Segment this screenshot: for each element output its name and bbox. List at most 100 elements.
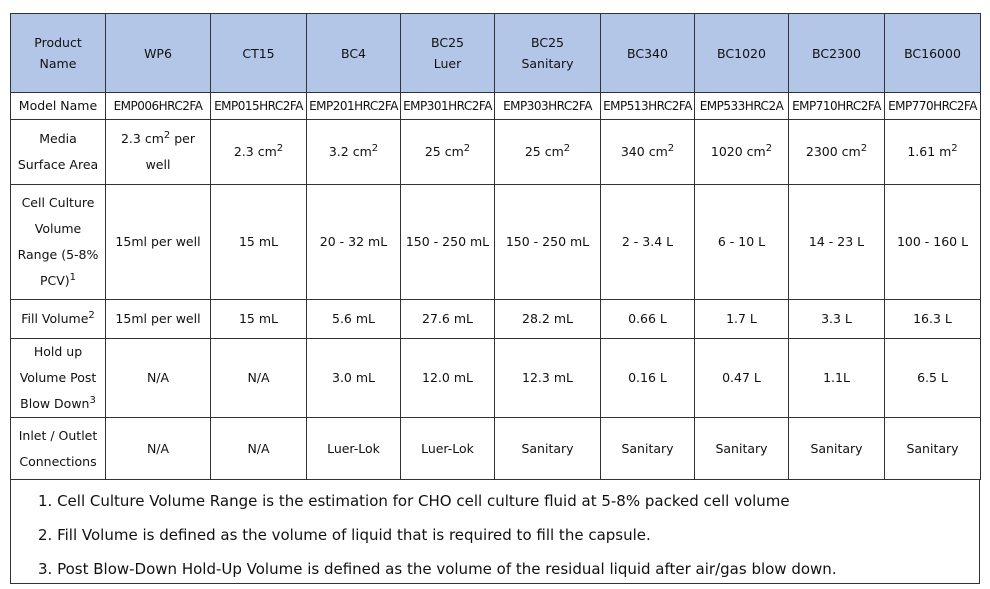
table-cell: Sanitary xyxy=(884,417,981,480)
footnote: 1. Cell Culture Volume Range is the esti… xyxy=(38,492,790,510)
wrap: BC1020 xyxy=(712,43,772,64)
table-cell: 6 - 10 L xyxy=(694,184,789,300)
cell-text: per well xyxy=(145,131,196,172)
header-cell: BC25 Luer xyxy=(400,13,495,93)
table-cell: 1.1L xyxy=(788,338,885,418)
table-cell: 340 cm2 xyxy=(600,119,695,185)
cell-text: 1.61 m xyxy=(907,144,952,159)
table-cell: 6.5 L xyxy=(884,338,981,418)
wrap: BC16000 xyxy=(903,43,963,64)
table-cell: Luer-Lok xyxy=(306,417,401,480)
superscript: 2 xyxy=(667,143,675,154)
table-cell: 15 mL xyxy=(210,299,307,339)
header-text: BC340 xyxy=(627,45,668,61)
table-row: Media Surface Area 2.3 cm2 per well 2.3 cm… xyxy=(10,119,981,185)
table-cell: 15 mL xyxy=(210,184,307,300)
wrap: BC340 xyxy=(618,43,678,64)
table-cell: EMP006HRC2FA xyxy=(105,92,211,120)
header-cell: BC25 Sanitary xyxy=(494,13,601,93)
table-cell: N/A xyxy=(105,338,211,418)
table-cell: 2.3 cm2 per well xyxy=(105,119,211,185)
table-cell: 27.6 mL xyxy=(400,299,495,339)
row-label: Inlet / Outlet Connections xyxy=(10,417,106,480)
wrap: BC25 Sanitary xyxy=(518,32,578,74)
cell-text: Media Surface Area xyxy=(17,131,99,172)
header-text: BC4 xyxy=(340,45,367,61)
table-cell: 3.0 mL xyxy=(306,338,401,418)
header-text: BC25 Sanitary xyxy=(521,35,574,71)
cell-text: EMP303HRC2FA xyxy=(503,99,592,113)
cell-text: Luer-Lok xyxy=(327,440,380,456)
table-cell: 150 - 250 mL xyxy=(494,184,601,300)
wrap: BC4 xyxy=(324,43,384,64)
header-text: WP6 xyxy=(144,45,172,61)
table-cell: N/A xyxy=(105,417,211,480)
cell-text: Sanitary xyxy=(715,440,768,456)
table-cell: 15ml per well xyxy=(105,184,211,300)
row-label: Cell Culture Volume Range (5-8% PCV)1 xyxy=(10,184,106,300)
cell-text: Inlet / Outlet Connections xyxy=(18,427,98,469)
cell-text: 20 - 32 mL xyxy=(319,234,388,249)
header-text: BC1020 xyxy=(717,45,766,61)
cell-text: 3.3 L xyxy=(821,311,852,326)
table-cell: N/A xyxy=(210,417,307,480)
superscript: 2 xyxy=(860,143,868,154)
footnote: 2. Fill Volume is defined as the volume … xyxy=(38,526,651,544)
header-cell: BC16000 xyxy=(884,13,981,93)
table-row: Inlet / Outlet Connections N/A N/A Luer-Lok… xyxy=(10,417,981,480)
cell-text: 15 mL xyxy=(238,234,279,249)
cell-text: 5.6 mL xyxy=(332,311,375,326)
cell-text: Hold up Volume Post Blow Down xyxy=(19,344,97,411)
table-cell: Luer-Lok xyxy=(400,417,495,480)
cell-text: 25 cm xyxy=(524,144,564,159)
cell-text: 1020 cm xyxy=(710,144,766,159)
table-cell: Sanitary xyxy=(494,417,601,480)
cell-text: EMP533HRC2A xyxy=(699,99,784,113)
table-cell: 2300 cm2 xyxy=(788,119,885,185)
cell-text: Luer-Lok xyxy=(421,440,474,456)
table-cell: 3.3 L xyxy=(788,299,885,339)
row-label: Hold up Volume Post Blow Down3 xyxy=(10,338,106,418)
wrap: Product Name xyxy=(28,32,88,74)
cell-text: 15ml per well xyxy=(115,234,201,249)
footnotes: 1. Cell Culture Volume Range is the esti… xyxy=(10,480,980,584)
table-cell: EMP301HRC2FA xyxy=(400,92,495,120)
cell-text: 0.66 L xyxy=(628,311,667,326)
table-cell: EMP513HRC2FA xyxy=(600,92,695,120)
cell-text: 1.7 L xyxy=(726,311,757,326)
cell-text: 3.2 cm xyxy=(328,144,372,159)
table-cell: 1.61 m2 xyxy=(884,119,981,185)
table-cell: 150 - 250 mL xyxy=(400,184,495,300)
cell-text: 0.16 L xyxy=(628,370,667,385)
cell-text: 15ml per well xyxy=(115,311,201,326)
header-cell: BC1020 xyxy=(694,13,789,93)
cell-text: 150 - 250 mL xyxy=(405,234,490,249)
table-cell: 12.0 mL xyxy=(400,338,495,418)
table-cell: 100 - 160 L xyxy=(884,184,981,300)
cell-text: Sanitary xyxy=(521,440,574,456)
wrap: CT15 xyxy=(229,43,289,64)
cell-text: N/A xyxy=(146,370,170,385)
table-cell: 0.16 L xyxy=(600,338,695,418)
superscript: 1 xyxy=(69,272,77,283)
cell-text: N/A xyxy=(247,370,270,385)
table-cell: N/A xyxy=(210,338,307,418)
cell-text: EMP710HRC2FA xyxy=(792,99,881,113)
cell-text: EMP301HRC2FA xyxy=(403,99,492,113)
header-text: BC25 Luer xyxy=(431,35,464,71)
row-label: Media Surface Area xyxy=(10,119,106,185)
cell-text: Model Name xyxy=(18,98,98,113)
table-cell: 15ml per well xyxy=(105,299,211,339)
table-cell: Sanitary xyxy=(788,417,885,480)
spec-table: Product Name WP6 CT15 BC4 BC25 Luer BC25 Sani… xyxy=(10,13,981,480)
table-cell: EMP533HRC2A xyxy=(694,92,789,120)
superscript: 2 xyxy=(88,310,95,321)
header-cell: BC4 xyxy=(306,13,401,93)
cell-text: EMP513HRC2FA xyxy=(603,99,692,113)
cell-text: 3.0 mL xyxy=(332,370,375,385)
table-cell: EMP770HRC2FA xyxy=(884,92,981,120)
cell-text: 25 cm xyxy=(424,144,464,159)
cell-text: EMP015HRC2FA xyxy=(214,99,303,113)
header-cell: BC340 xyxy=(600,13,695,93)
cell-text: 6.5 L xyxy=(917,370,948,385)
